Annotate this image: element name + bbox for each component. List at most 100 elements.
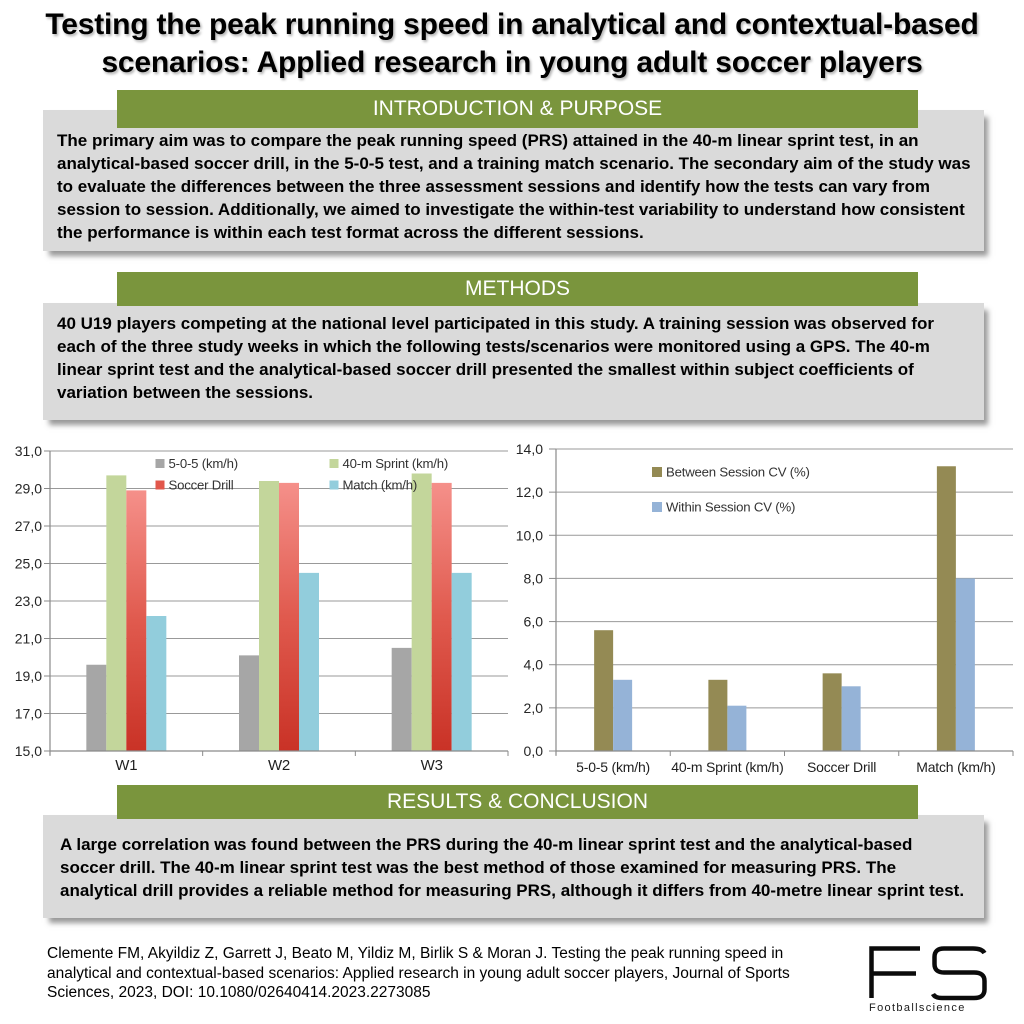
legend-label: Match (km/h) (343, 478, 418, 493)
legend-item-Within Session CV (%): Within Session CV (%) (652, 500, 795, 515)
text-line: The primary aim was to compare the peak … (57, 131, 919, 150)
legend-marker (652, 467, 662, 477)
y-tick-label: 19,0 (15, 668, 42, 684)
text-line: each of the three study weeks in which t… (57, 337, 930, 356)
gridlines: 0,0 2,0 4,0 6,0 8,0 10,0 12,0 14,0 (516, 441, 1013, 759)
bar-Soccer Drill-W3 (431, 482, 452, 752)
bar-Within Session CV (%)-Match (km/h) (955, 578, 975, 751)
bar-Between Session CV (%)-Soccer Drill (822, 673, 842, 751)
legend-label: Within Session CV (%) (666, 500, 795, 515)
section-header-introduction-label: INTRODUCTION & PURPOSE (372, 97, 663, 120)
bar-5-0-5 (km/h)-W1 (86, 664, 107, 751)
bar-5-0-5 (km/h)-W3 (391, 647, 412, 752)
y-tick-label: 4,0 (524, 657, 544, 673)
title-line-2: scenarios: Applied research in young adu… (101, 46, 923, 79)
citation-line: Clemente FM, Akyildiz Z, Garrett J, Beat… (47, 945, 784, 962)
legend: Between Session CV (%) Within Session CV … (652, 465, 810, 515)
y-tick-label: 0,0 (524, 743, 544, 759)
bars (594, 466, 975, 751)
x-category-label: Soccer Drill (807, 759, 876, 775)
methods-text: 40 U19 players competing at the national… (57, 312, 934, 404)
y-tick-label: 2,0 (524, 700, 544, 716)
bar-40-m Sprint (km/h)-W3 (411, 473, 432, 751)
bar-Between Session CV (%)-Match (km/h) (936, 466, 956, 751)
citation: Clemente FM, Akyildiz Z, Garrett J, Beat… (47, 944, 790, 1003)
text-line: analytical-based soccer drill, in the 5-… (57, 154, 971, 173)
y-tick-label: 23,0 (15, 593, 42, 609)
text-line: analytical drill provides a reliable met… (60, 881, 965, 900)
axes (555, 449, 1014, 756)
text-line: linear sprint test and the analytical-ba… (57, 360, 914, 379)
section-header-methods: METHODS (117, 272, 918, 306)
y-tick-label: 25,0 (15, 556, 42, 572)
bar-Within Session CV (%)-Soccer Drill (841, 686, 861, 751)
text-line: session to session. Additionally, we aim… (57, 200, 965, 219)
bar-40-m Sprint (km/h)-W2 (259, 481, 279, 751)
introduction-text: The primary aim was to compare the peak … (57, 129, 971, 244)
legend-item-40-m Sprint (km/h): 40-m Sprint (km/h) (329, 456, 449, 471)
section-header-methods-label: METHODS (465, 277, 570, 300)
legend-item-Between Session CV (%): Between Session CV (%) (652, 465, 810, 480)
section-header-results-label: RESULTS & CONCLUSION (387, 790, 648, 813)
citation-line: Sciences, 2023, DOI: 10.1080/02640414.20… (47, 984, 431, 1001)
legend-label: Soccer Drill (169, 478, 234, 493)
y-tick-label: 21,0 (15, 631, 42, 647)
logo-letter-s (930, 946, 987, 1001)
bar-Match (km/h)-W3 (451, 572, 472, 752)
bar-Between Session CV (%)-5-0-5 (km/h) (594, 630, 614, 751)
legend-marker (329, 480, 339, 490)
y-tick-label: 29,0 (15, 481, 42, 497)
y-tick-label: 27,0 (15, 518, 42, 534)
x-category-label: 5-0-5 (km/h) (576, 759, 650, 775)
bar-Match (km/h)-W2 (299, 572, 319, 752)
citation-line: analytical and contextual-based scenario… (47, 964, 790, 982)
legend-label: Between Session CV (%) (666, 465, 810, 480)
text-line: to evaluate the differences between the … (57, 177, 930, 196)
text-line: soccer drill. The 40-m linear sprint tes… (60, 858, 897, 877)
y-tick-label: 14,0 (516, 441, 543, 457)
x-category-label: W3 (421, 757, 443, 774)
bars (86, 473, 472, 752)
fs-logo-glyphs (869, 946, 987, 1001)
legend-marker (155, 480, 165, 490)
y-tick-label: 12,0 (516, 484, 543, 500)
x-category-label: W1 (115, 757, 137, 774)
legend: 5-0-5 (km/h) 40-m Sprint (km/h) Soccer Dri… (155, 456, 449, 493)
x-category-label: 40-m Sprint (km/h) (671, 759, 783, 775)
y-tick-label: 17,0 (15, 706, 42, 722)
legend-item-Soccer Drill: Soccer Drill (155, 478, 234, 493)
bar-40-m Sprint (km/h)-W1 (106, 475, 127, 752)
section-box-methods (43, 303, 984, 420)
text-line: A large correlation was found between th… (60, 835, 913, 854)
bar-Match (km/h)-W1 (146, 616, 167, 751)
bar-5-0-5 (km/h)-W2 (239, 655, 259, 751)
chart-session-cv-by-test: 0,0 2,0 4,0 6,0 8,0 10,0 12,0 14,0 5-0-5 (km/h) 4… (516, 441, 1014, 775)
bar-Within Session CV (%)-40-m Sprint (km/h) (727, 705, 747, 751)
chart-peak-speed-by-week: 15,0 17,0 19,0 21,0 23,0 25,0 27,0 29,0 31,0 W1 W2… (15, 443, 509, 774)
bar-Within Session CV (%)-5-0-5 (km/h) (613, 679, 633, 751)
bar-Between Session CV (%)-40-m Sprint (km/h) (708, 679, 728, 751)
logo-letter-f (869, 946, 920, 998)
results-text: A large correlation was found between th… (60, 833, 964, 902)
x-category-label: W2 (268, 757, 290, 774)
y-tick-label: 15,0 (15, 743, 42, 759)
bar-Soccer Drill-W1 (126, 490, 147, 752)
x-category-label: Match (km/h) (916, 759, 995, 775)
legend-label: 5-0-5 (km/h) (169, 456, 238, 471)
legend-label: 40-m Sprint (km/h) (343, 456, 449, 471)
y-tick-label: 8,0 (524, 570, 544, 586)
title-line-1: Testing the peak running speed in analyt… (45, 8, 979, 41)
bar-Soccer Drill-W2 (279, 482, 299, 752)
legend-item-5-0-5 (km/h): 5-0-5 (km/h) (155, 456, 238, 471)
section-box-introduction (43, 110, 984, 251)
y-tick-label: 10,0 (516, 527, 543, 543)
legend-marker (329, 459, 339, 468)
y-tick-label: 6,0 (524, 614, 544, 630)
text-line: 40 U19 players competing at the national… (57, 314, 934, 333)
logo-subtext: Footballscience (869, 1002, 966, 1014)
text-line: variation between the sessions. (57, 383, 314, 402)
section-box-results (43, 815, 984, 918)
text-line: the performance is within each test form… (57, 223, 644, 242)
legend-marker (155, 459, 165, 468)
